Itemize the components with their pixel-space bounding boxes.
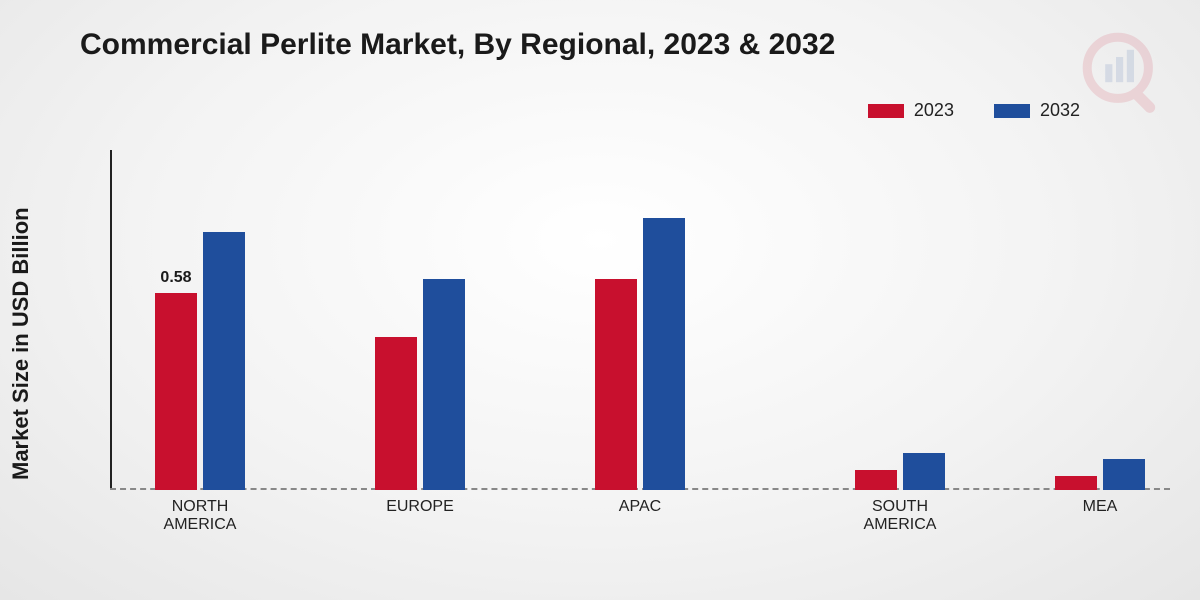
legend-label-2023: 2023 <box>914 100 954 121</box>
bar-2032 <box>903 453 945 490</box>
x-axis-labels: NORTHAMERICA EUROPE APAC SOUTHAMERICA MEA <box>110 498 1170 548</box>
y-axis-line <box>110 150 112 490</box>
bar-2032 <box>643 218 685 490</box>
baseline <box>110 488 1170 490</box>
bar-2032 <box>1103 459 1145 490</box>
x-axis-category-label: MEA <box>1040 498 1160 516</box>
x-axis-category-label: SOUTHAMERICA <box>840 498 960 535</box>
legend-label-2032: 2032 <box>1040 100 1080 121</box>
plot-area: 0.58 <box>110 150 1170 490</box>
bar-2023 <box>595 279 637 490</box>
y-axis-label: Market Size in USD Billion <box>8 207 34 480</box>
watermark-logo <box>1080 30 1170 120</box>
bar-2032 <box>203 232 245 490</box>
bar-2023 <box>375 337 417 490</box>
legend-item-2032: 2032 <box>994 100 1080 121</box>
chart-page: Commercial Perlite Market, By Regional, … <box>0 0 1200 600</box>
bar-value-label: 0.58 <box>146 269 206 287</box>
legend-swatch-2023 <box>868 104 904 118</box>
legend: 2023 2032 <box>868 100 1080 121</box>
bar-2023 <box>155 293 197 490</box>
legend-item-2023: 2023 <box>868 100 954 121</box>
bar-2032 <box>423 279 465 490</box>
bar-2023 <box>1055 476 1097 490</box>
chart-title: Commercial Perlite Market, By Regional, … <box>80 28 835 62</box>
bar-2023 <box>855 470 897 490</box>
x-axis-category-label: NORTHAMERICA <box>140 498 260 535</box>
legend-swatch-2032 <box>994 104 1030 118</box>
x-axis-category-label: APAC <box>580 498 700 516</box>
x-axis-category-label: EUROPE <box>360 498 480 516</box>
